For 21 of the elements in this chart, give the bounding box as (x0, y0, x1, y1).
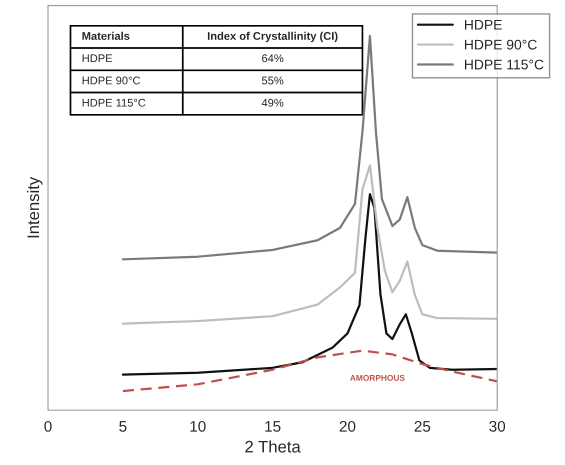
x-tick-label: 5 (119, 421, 126, 432)
x-tick-label: 15 (265, 421, 280, 432)
annotation: AMORPHOUS (350, 374, 405, 381)
x-tick-label: 30 (489, 420, 506, 432)
annotation: Index of Crystallinity (CI) (208, 32, 338, 42)
x-tick-label: 20 (340, 420, 356, 432)
annotation: 64% (262, 54, 284, 62)
x-axis-title: 2 Theta (245, 440, 301, 453)
legend-label: HDPE 90°C (464, 40, 537, 50)
annotation: 49% (262, 98, 284, 107)
y-axis-title: Intensity (26, 176, 42, 238)
legend-label: HDPE (464, 20, 502, 30)
annotation: 55% (262, 76, 284, 84)
x-tick-label: 25 (414, 420, 430, 432)
x-tick-label: 0 (44, 420, 52, 432)
annotation: HDPE (82, 54, 112, 62)
annotation: HDPE 115°C (82, 98, 146, 107)
annotation: HDPE 90°C (82, 76, 140, 84)
x-tick-label: 10 (190, 420, 206, 432)
legend-label: HDPE 115°C (464, 60, 544, 70)
annotation: Materials (82, 32, 130, 40)
